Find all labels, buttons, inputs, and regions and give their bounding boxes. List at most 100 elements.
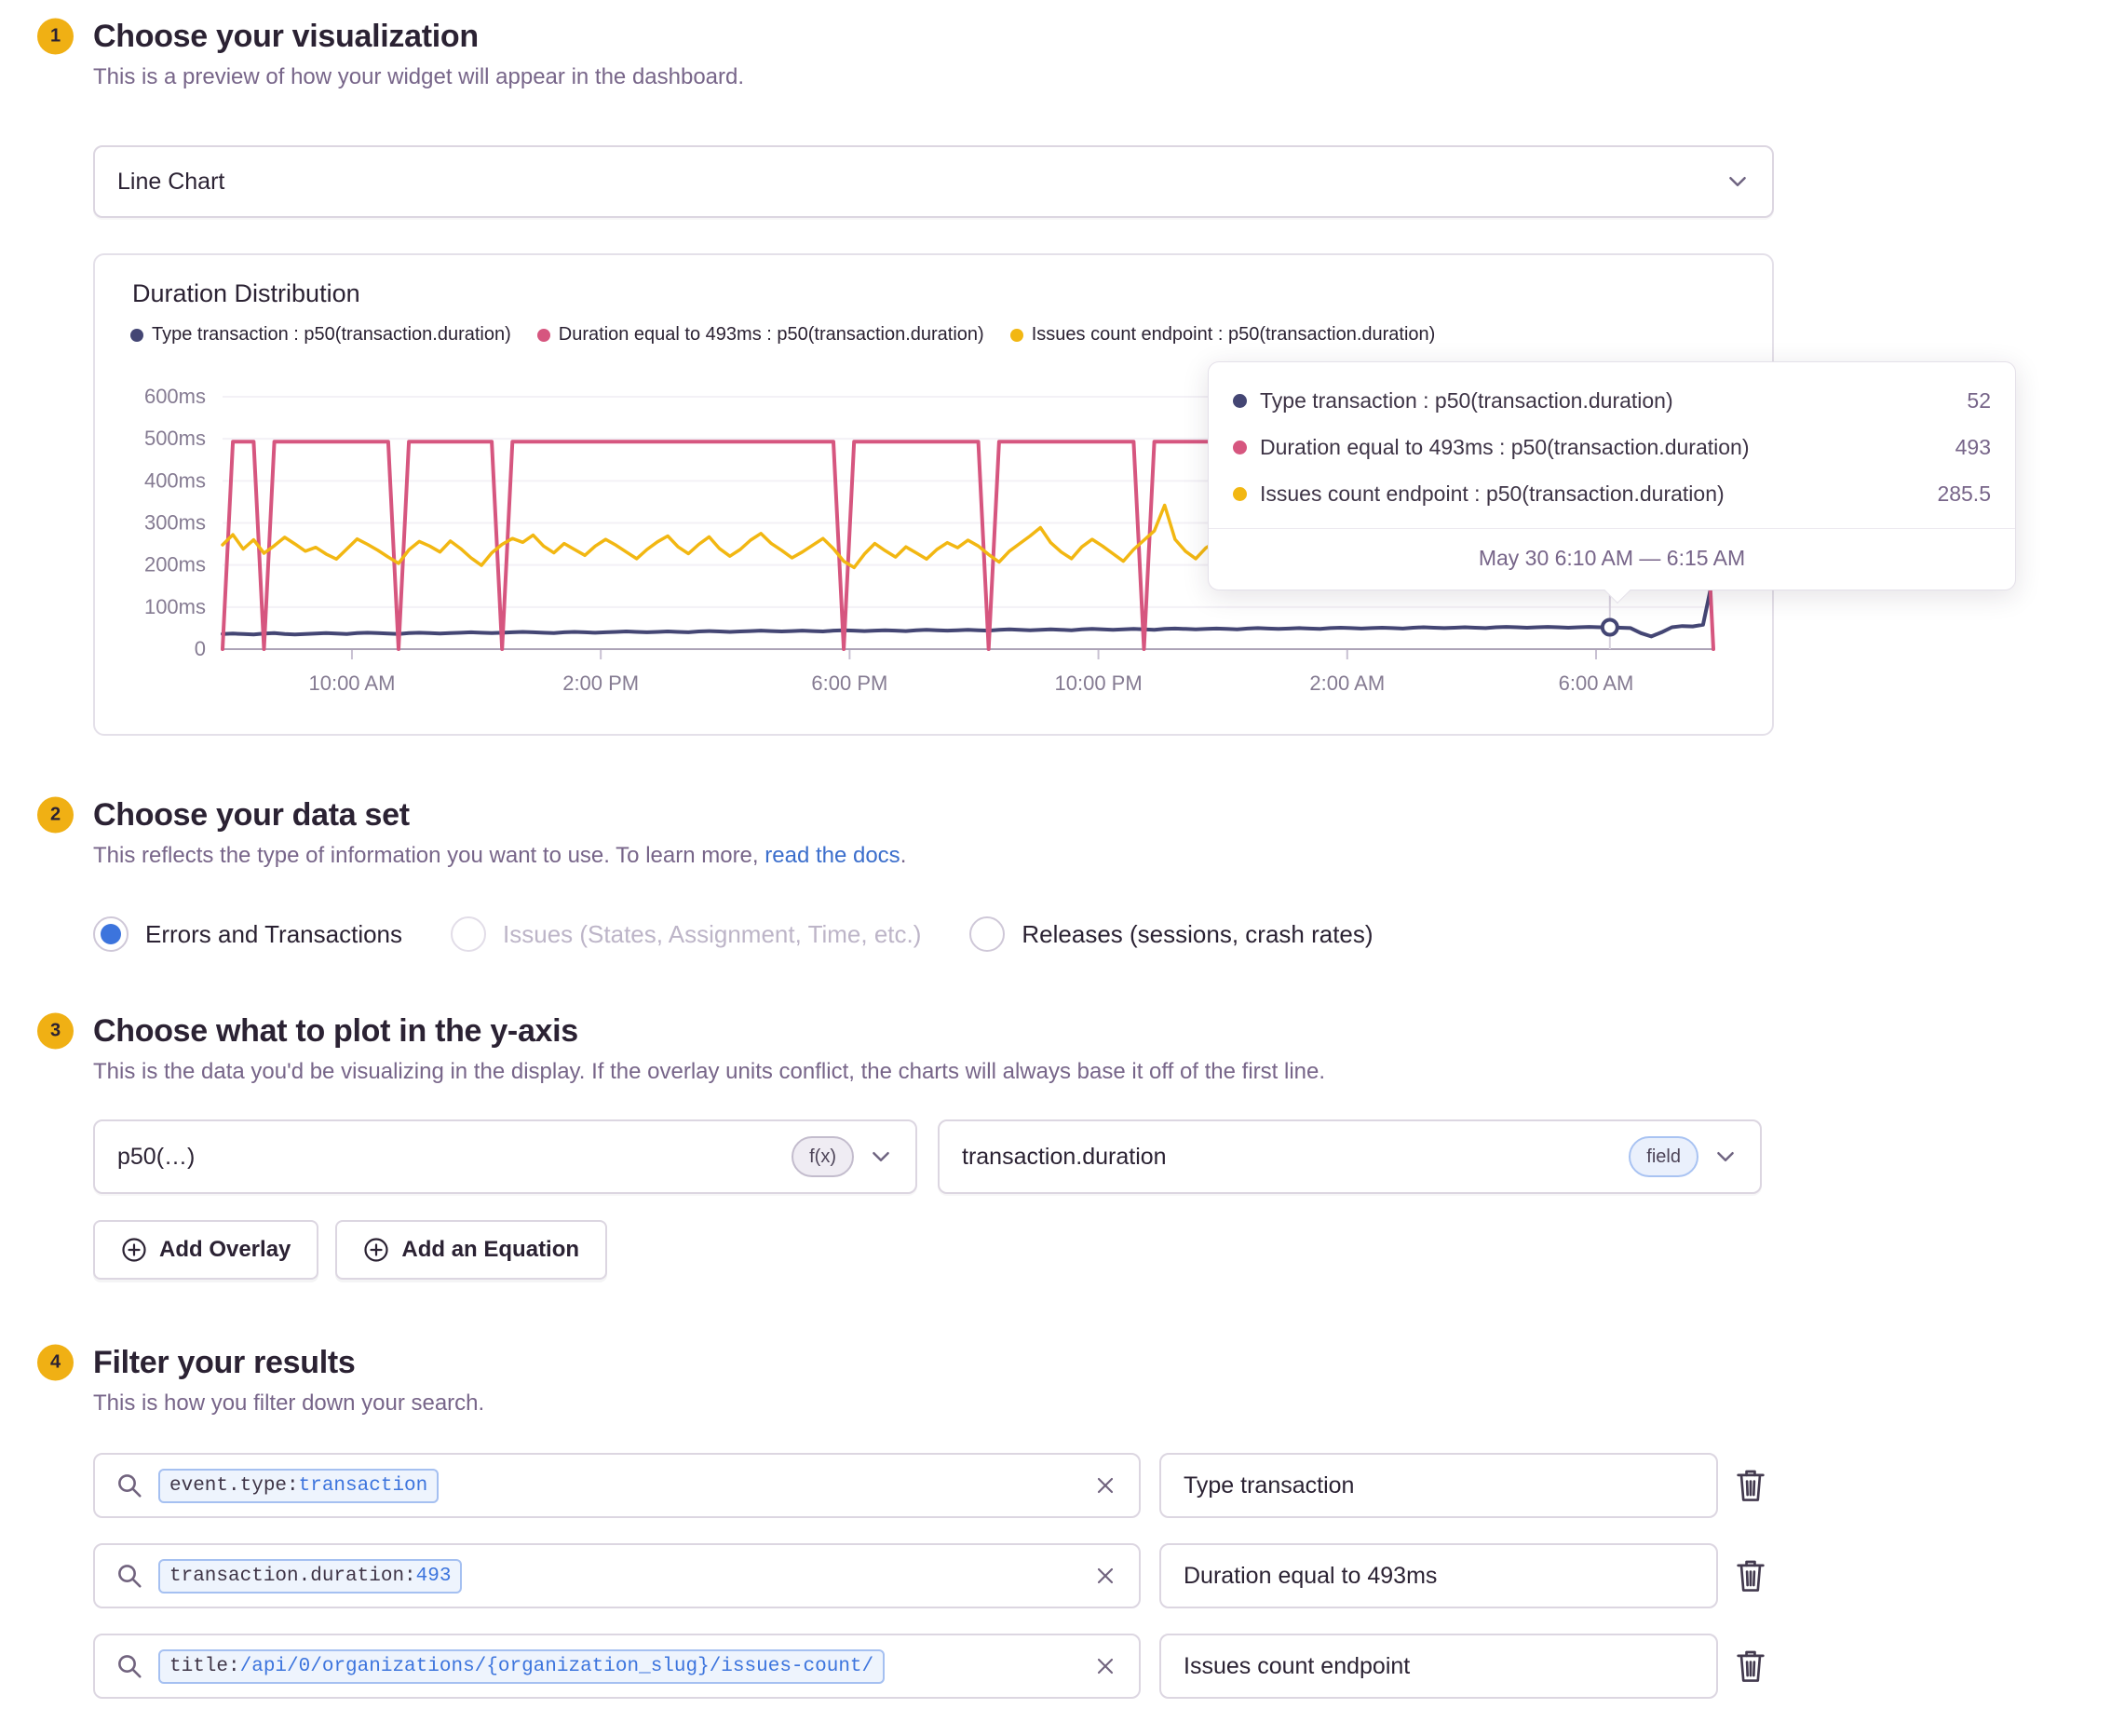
step-4-badge: 4 <box>37 1344 74 1381</box>
token-value: 493 <box>415 1565 452 1587</box>
clear-search-icon[interactable] <box>1092 1563 1118 1589</box>
radio-label: Errors and Transactions <box>145 919 403 948</box>
function-tag: f(x) <box>792 1136 854 1177</box>
section-subtitle-yaxis: This is the data you'd be visualizing in… <box>93 1059 1326 1084</box>
tooltip-label: Duration equal to 493ms : p50(transactio… <box>1260 434 1750 459</box>
plus-circle-icon <box>121 1237 147 1263</box>
svg-text:6:00 AM: 6:00 AM <box>1559 671 1634 695</box>
filter-alias-input-1[interactable] <box>1159 1453 1718 1518</box>
dataset-radio-group: Errors and Transactions Issues (States, … <box>93 916 2111 952</box>
svg-text:6:00 PM: 6:00 PM <box>811 671 887 695</box>
tooltip-date-range: May 30 6:10 AM — 6:15 AM <box>1209 528 2015 590</box>
visualization-type-select[interactable]: Line Chart <box>93 145 1774 218</box>
section-title-visualization: Choose your visualization <box>93 18 479 54</box>
add-equation-label: Add an Equation <box>401 1237 580 1262</box>
filter-token[interactable]: event.type:transaction <box>158 1468 440 1503</box>
tooltip-label: Type transaction : p50(transaction.durat… <box>1260 387 1673 413</box>
add-overlay-button[interactable]: Add Overlay <box>93 1220 319 1280</box>
trash-icon <box>1737 1560 1765 1592</box>
token-key: event.type: <box>169 1474 299 1497</box>
svg-text:600ms: 600ms <box>144 385 206 408</box>
filter-search-input-1[interactable]: event.type:transaction <box>93 1453 1141 1518</box>
radio-circle-disabled <box>451 916 487 952</box>
tooltip-value: 285.5 <box>1937 481 1991 506</box>
tooltip-dot-navy <box>1233 393 1247 408</box>
function-select-value: p50(…) <box>117 1143 196 1170</box>
legend-item[interactable]: Type transaction : p50(transaction.durat… <box>130 324 511 346</box>
delete-filter-button-3[interactable] <box>1733 1648 1768 1685</box>
filter-token[interactable]: title:/api/0/organizations/{organization… <box>158 1648 886 1684</box>
svg-text:100ms: 100ms <box>144 595 206 618</box>
step-1-badge: 1 <box>37 18 74 55</box>
trash-icon <box>1737 1470 1765 1501</box>
field-select[interactable]: transaction.duration field <box>938 1119 1762 1194</box>
tooltip-dot-pink <box>1233 440 1247 454</box>
dataset-subtitle-period: . <box>900 843 907 868</box>
step-3-badge: 3 <box>37 1012 74 1050</box>
token-key: title: <box>169 1655 240 1677</box>
radio-releases[interactable]: Releases (sessions, crash rates) <box>969 916 1374 952</box>
filter-row: transaction.duration:493 <box>93 1543 2111 1608</box>
svg-text:400ms: 400ms <box>144 468 206 492</box>
legend-label: Duration equal to 493ms : p50(transactio… <box>558 324 984 345</box>
filter-alias-input-2[interactable] <box>1159 1543 1718 1608</box>
section-title-filters: Filter your results <box>93 1344 356 1380</box>
yaxis-button-row: Add Overlay Add an Equation <box>93 1220 2111 1280</box>
tooltip-value: 493 <box>1955 434 1991 459</box>
section-title-yaxis: Choose what to plot in the y-axis <box>93 1012 578 1049</box>
radio-circle-selected <box>93 916 129 952</box>
plus-circle-icon <box>363 1237 389 1263</box>
filter-search-input-3[interactable]: title:/api/0/organizations/{organization… <box>93 1634 1141 1699</box>
tooltip-row: Type transaction : p50(transaction.durat… <box>1233 377 1991 424</box>
radio-issues[interactable]: Issues (States, Assignment, Time, etc.) <box>451 916 921 952</box>
section-title-dataset: Choose your data set <box>93 796 410 833</box>
svg-text:0: 0 <box>195 637 206 660</box>
tooltip-row: Duration equal to 493ms : p50(transactio… <box>1233 424 1991 470</box>
line-chart[interactable]: 600ms 500ms 400ms 300ms 200ms 100ms 0 10:00 AM 2… <box>95 255 1772 734</box>
radio-circle-unselected <box>969 916 1006 952</box>
section-subtitle-visualization: This is a preview of how your widget wil… <box>93 64 745 89</box>
svg-text:500ms: 500ms <box>144 427 206 450</box>
clear-search-icon[interactable] <box>1092 1653 1118 1679</box>
chevron-down-icon <box>1713 1145 1738 1169</box>
svg-text:300ms: 300ms <box>144 511 206 535</box>
svg-text:10:00 PM: 10:00 PM <box>1055 671 1143 695</box>
legend-label: Issues count endpoint : p50(transaction.… <box>1031 324 1436 345</box>
section-subtitle-filters: This is how you filter down your search. <box>93 1390 485 1416</box>
filter-token[interactable]: transaction.duration:493 <box>158 1558 463 1594</box>
radio-label: Releases (sessions, crash rates) <box>1022 919 1374 948</box>
chevron-down-icon <box>869 1145 893 1169</box>
svg-text:2:00 AM: 2:00 AM <box>1309 671 1385 695</box>
field-select-value: transaction.duration <box>962 1143 1167 1170</box>
function-select[interactable]: p50(…) f(x) <box>93 1119 917 1194</box>
clear-search-icon[interactable] <box>1092 1472 1118 1499</box>
legend-label: Type transaction : p50(transaction.durat… <box>152 324 511 345</box>
filter-search-input-2[interactable]: transaction.duration:493 <box>93 1543 1141 1608</box>
add-equation-button[interactable]: Add an Equation <box>335 1220 608 1280</box>
chevron-down-icon <box>1725 170 1750 194</box>
visualization-type-value: Line Chart <box>117 168 225 195</box>
section-subtitle-dataset: This reflects the type of information yo… <box>93 842 2111 870</box>
legend-item[interactable]: Issues count endpoint : p50(transaction.… <box>1009 324 1436 346</box>
search-icon <box>115 1652 143 1680</box>
delete-filter-button-1[interactable] <box>1733 1467 1768 1504</box>
filter-row: title:/api/0/organizations/{organization… <box>93 1634 2111 1699</box>
legend-dot-yellow <box>1009 328 1023 342</box>
legend-item[interactable]: Duration equal to 493ms : p50(transactio… <box>536 324 984 346</box>
radio-errors-and-transactions[interactable]: Errors and Transactions <box>93 916 402 952</box>
filter-alias-input-3[interactable] <box>1159 1634 1718 1699</box>
search-icon <box>115 1472 143 1499</box>
delete-filter-button-2[interactable] <box>1733 1557 1768 1594</box>
section-yaxis: 3 Choose what to plot in the y-axis This… <box>37 1010 2111 1280</box>
radio-label: Issues (States, Assignment, Time, etc.) <box>503 919 922 948</box>
legend-dot-pink <box>536 328 550 342</box>
token-value: transaction <box>298 1474 428 1497</box>
legend-dot-navy <box>130 328 143 342</box>
search-icon <box>115 1562 143 1590</box>
read-the-docs-link[interactable]: read the docs <box>765 843 900 868</box>
trash-icon <box>1737 1650 1765 1682</box>
chart-legend: Type transaction : p50(transaction.durat… <box>130 324 1435 346</box>
tooltip-label: Issues count endpoint : p50(transaction.… <box>1260 481 1725 506</box>
section-filters: 4 Filter your results This is how you fi… <box>37 1341 2111 1699</box>
